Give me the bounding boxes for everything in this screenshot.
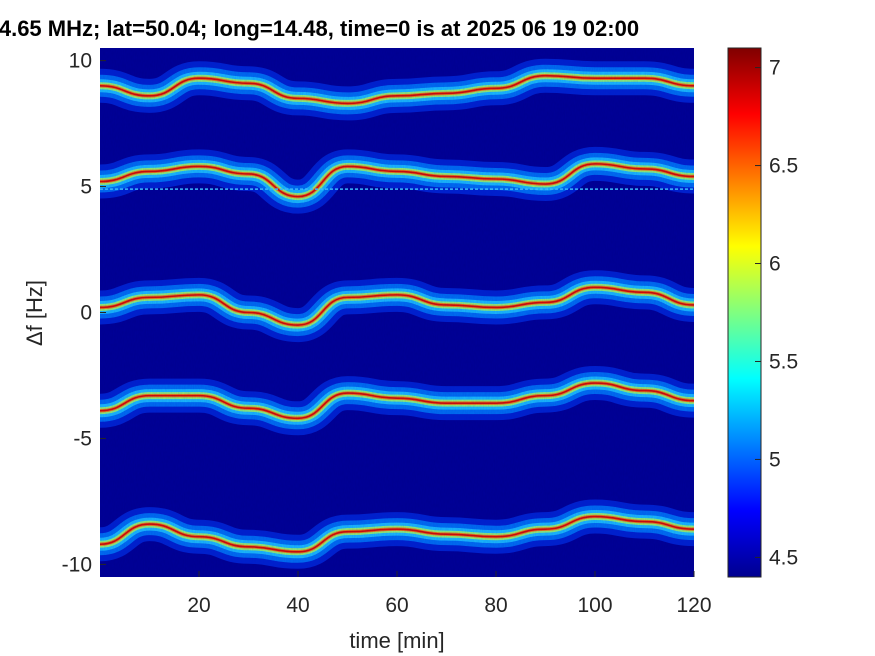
y-axis-label: Δf [Hz] xyxy=(22,280,47,346)
y-tick-label: 0 xyxy=(80,302,92,325)
colorbar-tick-label: 5 xyxy=(769,448,781,471)
noise-texture xyxy=(100,48,694,577)
colorbar-tick-label: 6.5 xyxy=(769,155,798,178)
colorbar-tick-label: 7 xyxy=(769,57,781,80)
x-tick-label: 60 xyxy=(385,594,408,617)
colorbar-tick-label: 5.5 xyxy=(769,350,798,373)
y-tick-label: -10 xyxy=(62,553,92,576)
y-tick-label: -5 xyxy=(73,427,92,450)
y-tick-label: 5 xyxy=(80,176,92,199)
x-tick-label: 20 xyxy=(187,594,210,617)
x-tick-label: 120 xyxy=(676,594,711,617)
x-tick-label: 80 xyxy=(484,594,507,617)
colorbar-tick-label: 4.5 xyxy=(769,546,798,569)
colorbar-tick-label: 6 xyxy=(769,253,781,276)
colorbar xyxy=(727,47,762,578)
x-tick-label: 100 xyxy=(577,594,612,617)
x-tick-label: 40 xyxy=(286,594,309,617)
x-axis-label: time [min] xyxy=(349,628,444,653)
chart-title: =4.65 MHz; lat=50.04; long=14.48, time=0… xyxy=(0,16,640,41)
y-tick-label: 10 xyxy=(69,50,92,73)
